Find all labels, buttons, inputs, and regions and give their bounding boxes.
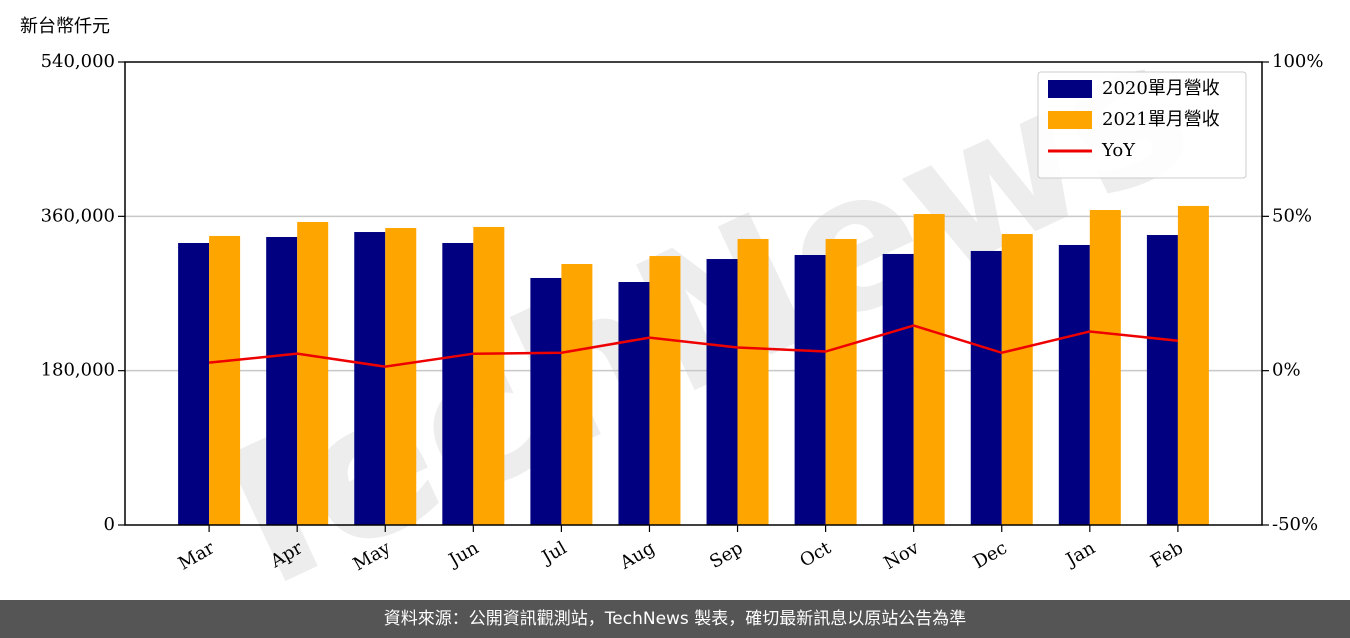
y-tick-label: 360,000 (41, 205, 115, 226)
bar (882, 253, 914, 526)
y2-tick-label: 50% (1272, 205, 1312, 226)
bar (178, 242, 210, 525)
bar (649, 256, 681, 525)
y2-tick-label: 0% (1272, 360, 1301, 381)
bar (1001, 233, 1033, 526)
legend-label: 2021單月營收 (1102, 109, 1220, 130)
footer: 資料來源：公開資訊觀測站，TechNews 製表，確切最新訊息以原站公告為準 (0, 600, 1350, 638)
bar (1058, 244, 1090, 525)
bar (354, 232, 386, 525)
bar (209, 235, 241, 525)
line (208, 324, 1179, 368)
y-tick-label: 180,000 (41, 360, 115, 381)
x-tick-label: Dec (970, 537, 1011, 573)
bar (737, 238, 769, 526)
y2-tick-label: 100% (1272, 51, 1323, 72)
legend-swatch (1048, 111, 1092, 129)
bar (970, 250, 1002, 525)
y2-tick-label: -50% (1272, 514, 1318, 535)
x-tick-label: Feb (1147, 537, 1187, 572)
bar (825, 238, 857, 526)
y-tick-label: 0 (104, 514, 115, 535)
bar (530, 277, 562, 525)
x-tick-label: Sep (706, 537, 746, 572)
x-tick-label: Oct (796, 537, 835, 572)
y-axis-label: 新台幣仟元 (20, 16, 110, 37)
bar (266, 236, 298, 525)
chart: 新台幣仟元 TechNews 0180,000360,000540,000-50… (20, 0, 1323, 600)
bar (913, 214, 945, 526)
bar (385, 227, 417, 525)
bar (297, 221, 329, 525)
x-tick-label: Mar (175, 537, 219, 574)
bar (706, 259, 738, 525)
bar (561, 264, 593, 525)
y-tick-label: 540,000 (41, 51, 115, 72)
legend-label: YoY (1101, 140, 1136, 161)
bar (1146, 235, 1178, 525)
bar (618, 282, 650, 525)
bar (794, 255, 826, 525)
x-tick-label: Nov (880, 537, 923, 574)
legend-swatch (1048, 80, 1092, 98)
bar (473, 226, 505, 525)
plot-frame (124, 61, 1263, 526)
bar (1177, 205, 1209, 525)
x-tick-label: Aug (616, 537, 659, 574)
x-tick-label: Jul (537, 537, 571, 569)
bar (442, 242, 474, 525)
x-tick-label: Jan (1061, 537, 1099, 571)
bar (1089, 209, 1121, 525)
legend-label: 2020單月營收 (1102, 78, 1220, 99)
